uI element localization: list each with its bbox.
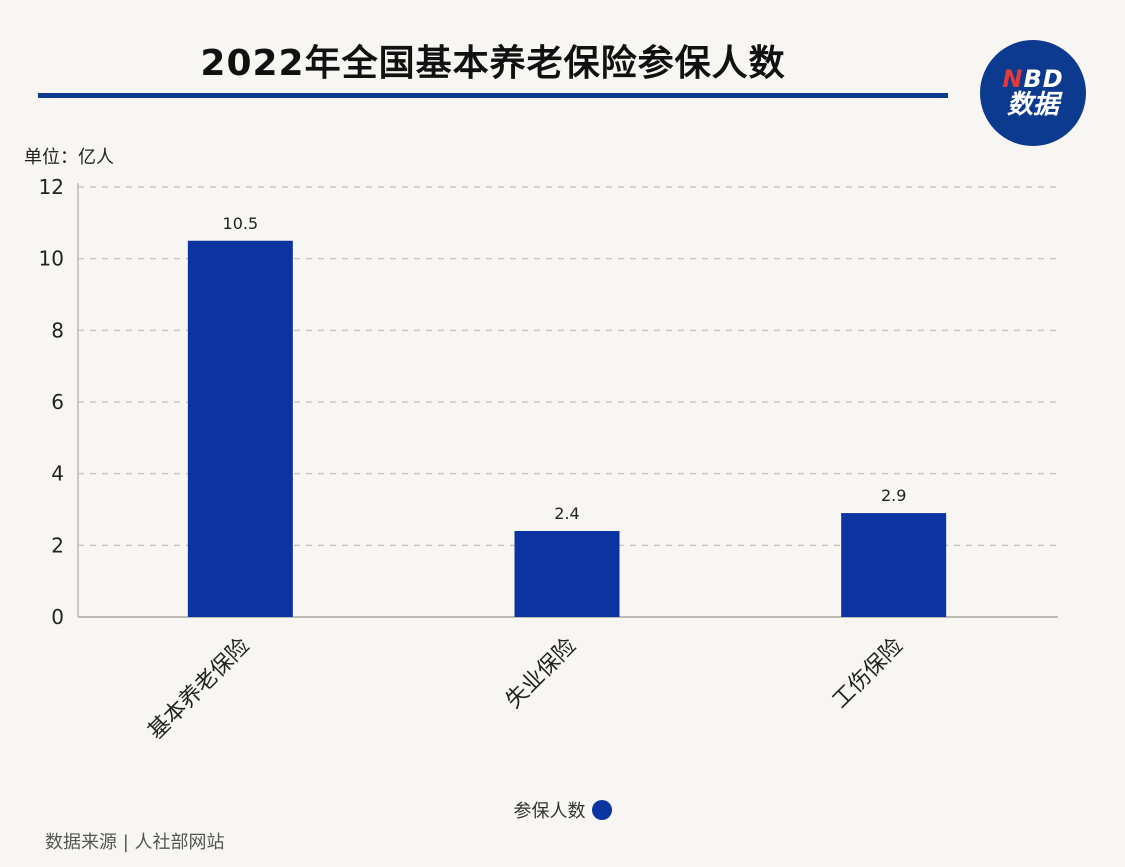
y-axis-unit: 单位：亿人 — [24, 147, 114, 168]
legend-label: 参保人数 — [513, 801, 586, 822]
y-tick-label: 8 — [51, 318, 64, 342]
y-tick-label: 6 — [51, 390, 64, 414]
data-label: 10.5 — [223, 214, 259, 233]
nbd-logo: NBD 数据 — [980, 40, 1086, 146]
logo-text-top: NBD — [1002, 64, 1064, 93]
data-label: 2.4 — [554, 504, 579, 523]
chart-title: 2022年全国基本养老保险参保人数 — [200, 43, 786, 84]
y-tick-label: 4 — [51, 462, 64, 486]
y-tick-label: 0 — [51, 605, 64, 629]
y-tick-label: 2 — [51, 533, 64, 557]
x-tick-label: 失业保险 — [501, 634, 581, 714]
legend-swatch-icon — [591, 800, 612, 820]
data-source: 数据来源 | 人社部网站 — [45, 832, 225, 853]
title-underline — [38, 93, 948, 98]
legend: 参保人数 — [0, 797, 1125, 823]
logo-text-bottom: 数据 — [1006, 89, 1059, 120]
x-tick-label: 基本养老保险 — [144, 634, 255, 745]
y-tick-label: 12 — [39, 175, 64, 199]
bar — [187, 240, 293, 617]
logo-text-rest: BD — [1023, 64, 1064, 93]
bar — [841, 513, 947, 617]
y-tick-label: 10 — [39, 247, 64, 271]
bar — [514, 531, 620, 617]
x-tick-label: 工伤保险 — [828, 634, 908, 714]
data-label: 2.9 — [881, 486, 906, 505]
